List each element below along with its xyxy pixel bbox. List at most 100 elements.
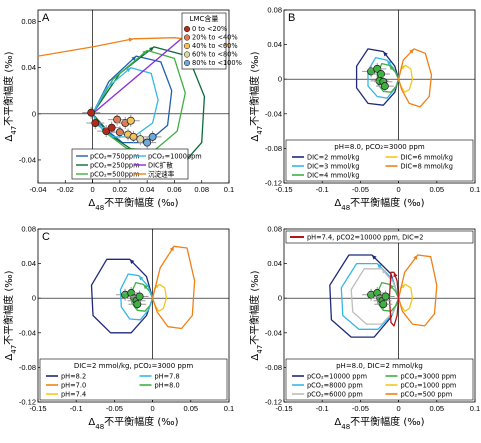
y-axis-label-sub: 47: [256, 345, 264, 354]
data-point: [135, 292, 144, 301]
x-tick-label: 0.02: [113, 185, 128, 194]
x-axis-label-sub: 48: [95, 204, 104, 212]
legend-label: DIC=3 mmol/kg: [307, 162, 359, 170]
point-legend-marker: [183, 42, 191, 50]
y-tick-label: 0.08: [267, 225, 282, 234]
x-tick-label: 0.05: [429, 404, 444, 413]
legend-label: pH=7.8: [155, 372, 180, 380]
panel-C: -0.15 -0.1 -0.05 0 0.05 0.1 -0.12 -0.08 -0.04 0 0.…: [2, 225, 234, 432]
y-axis-label-prefix: Δ: [250, 135, 261, 142]
series-arrow: [409, 48, 414, 54]
x-tick-label: 0: [151, 404, 155, 413]
point-legend-label: 40% to <60%: [192, 42, 238, 50]
y-axis-label-prefix: Δ: [4, 135, 15, 142]
y-axis-label-suffix: 不平衡幅度 (‰): [2, 270, 15, 344]
x-axis-label-prefix: Δ: [88, 198, 95, 209]
series-line: [151, 245, 196, 330]
top-legend-label: pH=7.4, pCO2=10000 ppm, DIC=2: [307, 234, 423, 242]
y-axis-label-prefix: Δ: [4, 354, 15, 361]
x-tick-label: -0.02: [57, 185, 74, 194]
data-point: [136, 135, 145, 144]
series-arrow: [393, 272, 398, 278]
series-line: [350, 268, 400, 325]
x-axis-label: Δ48不平衡幅度 (‰): [334, 196, 424, 212]
y-axis-label-suffix: 不平衡幅度 (‰): [2, 51, 15, 125]
y-tick-label: -0.08: [19, 363, 36, 372]
series-arrow: [138, 275, 144, 281]
x-tick-label: -0.05: [352, 185, 369, 194]
plot-frame: [283, 228, 476, 403]
y-tick-label: 0.08: [21, 17, 36, 26]
y-tick-label: 0.08: [267, 6, 282, 15]
plot-frame: [37, 9, 230, 184]
x-axis-label-sub: 48: [95, 423, 104, 431]
y-tick-label: -0.12: [19, 398, 36, 407]
data-point: [115, 128, 124, 137]
series-arrow: [389, 65, 395, 71]
x-axis-label-prefix: Δ: [334, 417, 341, 428]
y-axis-label: Δ47不平衡幅度 (‰): [248, 51, 264, 141]
series-line: [367, 56, 400, 99]
series-arrow: [371, 254, 377, 260]
y-tick-label: -0.12: [265, 179, 282, 188]
data-point: [107, 123, 116, 132]
legend-label: 沉淀速率: [148, 169, 175, 178]
legend-label: pCO₂=250ppm: [90, 161, 140, 169]
x-axis-label: Δ48不平衡幅度 (‰): [88, 415, 178, 431]
x-tick-label: -0.15: [275, 185, 292, 194]
x-tick-label: 0.08: [194, 185, 209, 194]
x-axis-label-suffix: 不平衡幅度 (‰): [104, 415, 178, 428]
point-legend-title: LMC含量: [190, 14, 219, 23]
x-tick-label: 0.04: [140, 185, 155, 194]
series-arrow: [149, 46, 154, 52]
legend-label: pCO₂=6000 ppm: [307, 390, 363, 398]
series-arrow: [125, 67, 131, 73]
top-legend-box: [285, 230, 474, 244]
y-tick-label: -0.04: [19, 155, 36, 164]
point-legend-marker: [183, 59, 191, 67]
series-arrow: [381, 268, 387, 274]
plot-frame: [37, 228, 230, 403]
series-group: [90, 245, 196, 334]
legend-label: pCO₂=3000 ppm: [401, 372, 457, 380]
data-point: [91, 119, 100, 127]
x-tick-label: 0.1: [470, 404, 480, 413]
series-line: [329, 254, 400, 338]
legend-label: DIC=2 mmol/kg: [307, 153, 359, 161]
series-line: [397, 254, 438, 327]
y-tick-label: 0: [278, 75, 282, 84]
legend-label: pH=7.4: [61, 390, 86, 398]
y-tick-label: 0.04: [267, 259, 282, 268]
series-line: [355, 48, 400, 106]
x-tick-label: -0.15: [275, 404, 292, 413]
y-tick-label: 0.08: [21, 225, 36, 234]
x-axis-label-sub: 48: [341, 423, 350, 431]
data-point: [380, 82, 389, 91]
series-arrow: [128, 37, 134, 42]
data-point: [87, 108, 96, 117]
legend-label: pCO₂=1000 ppm: [401, 381, 457, 389]
x-tick-label: -0.1: [70, 404, 83, 413]
legend-label: pCO₂=8000 ppm: [307, 381, 363, 389]
series-arrow: [169, 246, 174, 252]
series-arrow: [383, 51, 388, 57]
y-tick-label: -0.12: [265, 398, 282, 407]
x-axis-label: Δ48不平衡幅度 (‰): [334, 415, 424, 431]
legend-label: pH=8.0: [155, 381, 180, 389]
x-axis-label-prefix: Δ: [88, 417, 95, 428]
x-tick-label: 0: [90, 185, 94, 194]
point-legend-marker: [183, 25, 191, 33]
x-tick-label: 0.05: [429, 185, 444, 194]
y-tick-label: -0.08: [265, 363, 282, 372]
x-tick-label: -0.04: [29, 185, 46, 194]
panel-letter: B: [288, 12, 295, 24]
legend-box: [285, 139, 474, 182]
y-tick-label: 0: [278, 294, 282, 303]
legend-label: pH=7.0: [61, 381, 86, 389]
point-legend-label: 60% to <80%: [192, 51, 238, 59]
data-point: [381, 292, 390, 301]
data-point: [113, 115, 122, 124]
legend-title: pH=8.0, pCO₂=3000 ppm: [334, 143, 425, 151]
y-tick-label: -0.04: [265, 109, 282, 118]
x-tick-label: 0.1: [470, 185, 480, 194]
